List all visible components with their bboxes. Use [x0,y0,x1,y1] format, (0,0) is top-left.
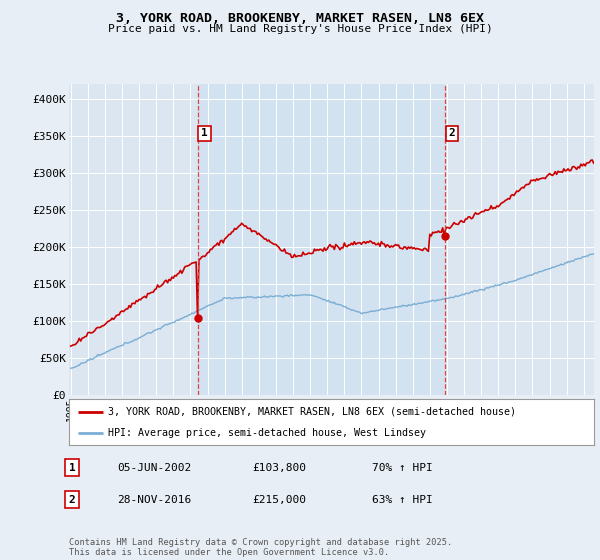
Text: 05-JUN-2002: 05-JUN-2002 [117,463,191,473]
Text: 3, YORK ROAD, BROOKENBY, MARKET RASEN, LN8 6EX (semi-detached house): 3, YORK ROAD, BROOKENBY, MARKET RASEN, L… [109,407,517,417]
Text: £103,800: £103,800 [252,463,306,473]
Text: £215,000: £215,000 [252,494,306,505]
Text: HPI: Average price, semi-detached house, West Lindsey: HPI: Average price, semi-detached house,… [109,428,427,438]
Text: 2: 2 [68,494,76,505]
Text: 70% ↑ HPI: 70% ↑ HPI [372,463,433,473]
Text: 28-NOV-2016: 28-NOV-2016 [117,494,191,505]
Bar [198,84,445,395]
Text: Price paid vs. HM Land Registry's House Price Index (HPI): Price paid vs. HM Land Registry's House … [107,24,493,34]
Text: 1: 1 [201,128,208,138]
Text: Contains HM Land Registry data © Crown copyright and database right 2025.
This d: Contains HM Land Registry data © Crown c… [69,538,452,557]
Text: 2: 2 [449,128,455,138]
Text: 63% ↑ HPI: 63% ↑ HPI [372,494,433,505]
Text: 3, YORK ROAD, BROOKENBY, MARKET RASEN, LN8 6EX: 3, YORK ROAD, BROOKENBY, MARKET RASEN, L… [116,12,484,25]
Text: 1: 1 [68,463,76,473]
